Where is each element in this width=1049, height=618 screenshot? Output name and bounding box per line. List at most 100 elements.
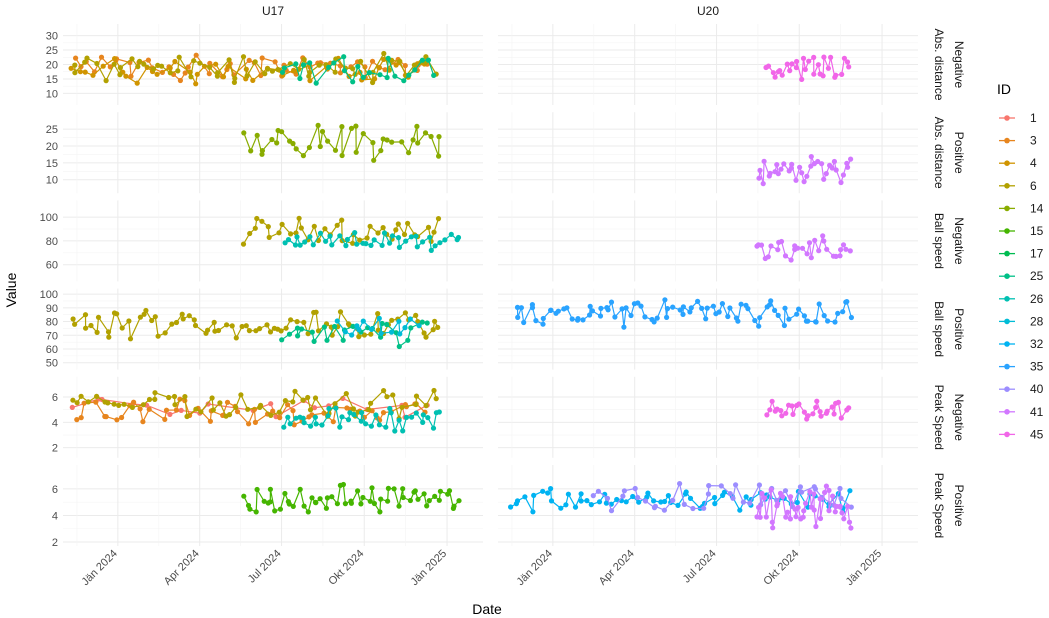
data-point-6 [180,316,186,322]
data-point-14 [248,148,254,154]
data-point-25 [424,320,430,326]
data-point-14 [360,131,366,137]
data-point-26 [376,422,382,428]
data-point-3 [380,410,387,416]
data-point-25 [324,337,330,343]
data-point-41 [837,504,843,510]
data-point-4 [307,78,313,84]
data-point-35 [608,299,615,305]
data-point-15 [369,485,375,491]
data-point-45 [814,398,820,404]
data-point-6 [435,324,441,330]
data-point-15 [329,494,335,500]
strip-label-row: Abs. distance [932,28,946,100]
data-point-26 [352,230,358,236]
data-point-6 [232,75,238,81]
data-point-4 [68,65,74,71]
data-point-6 [288,317,294,323]
legend-key-point [1004,409,1010,415]
data-point-26 [414,244,420,250]
y-tick-label: 30 [46,31,58,43]
strip-label-row: Positive [952,132,966,174]
data-point-45 [846,64,852,70]
data-point-35 [695,298,701,304]
data-point-45 [779,413,785,419]
data-point-4 [250,77,256,83]
data-point-25 [340,337,346,343]
data-point-32 [508,504,514,510]
x-tick-label: Jul 2024 [246,548,284,586]
data-point-41 [838,247,844,253]
data-point-41 [804,173,810,179]
data-point-40 [621,488,628,494]
data-point-25 [286,331,293,337]
data-point-45 [806,58,812,64]
data-point-45 [777,68,783,74]
data-point-25 [309,329,315,335]
data-point-25 [313,80,319,86]
data-point-26 [383,424,389,430]
data-point-3 [74,417,80,423]
data-point-6 [171,393,178,400]
data-point-41 [795,245,801,251]
data-point-3 [73,55,79,61]
data-point-26 [326,406,332,412]
data-point-4 [112,56,118,62]
data-point-26 [379,242,385,248]
data-point-26 [428,247,434,253]
data-point-45 [831,411,837,417]
data-point-41 [788,165,795,171]
legend-label: 14 [1030,201,1044,215]
data-point-25 [331,60,337,66]
legend-item-3: 3 [999,134,1037,148]
legend-item-41: 41 [999,405,1044,419]
legend-label: 17 [1030,247,1044,261]
data-point-14 [353,149,359,155]
data-point-6 [238,392,244,398]
data-point-4 [193,81,199,87]
data-point-45 [805,413,811,419]
data-point-6 [82,59,88,65]
data-point-6 [211,319,217,325]
data-point-6 [423,403,429,409]
data-point-45 [825,65,832,71]
data-point-6 [226,412,233,418]
data-point-41 [815,158,821,165]
data-point-32 [658,499,664,505]
data-point-35 [597,313,604,319]
data-point-6 [152,396,158,402]
data-point-40 [706,483,712,489]
data-point-26 [368,242,374,248]
data-point-35 [623,305,629,311]
data-point-35 [768,298,774,304]
data-point-26 [427,234,433,240]
data-point-6 [300,397,306,403]
data-point-45 [811,54,817,61]
strip-label-row: Peak Speed [932,473,946,538]
data-point-26 [329,242,335,248]
data-point-14 [317,143,323,150]
data-point-6 [155,333,161,339]
data-point-6 [292,388,298,394]
data-point-4 [134,80,140,86]
data-point-6 [413,401,419,408]
data-point-6 [399,404,405,410]
data-point-26 [343,243,349,249]
data-point-41 [829,165,835,171]
data-point-25 [419,319,425,325]
data-point-6 [105,400,111,406]
data-point-3 [185,64,191,70]
data-point-6 [111,401,117,407]
x-tick-label: Jul 2024 [681,548,719,586]
data-point-26 [409,414,415,420]
data-point-3 [177,77,183,84]
data-point-15 [277,506,283,512]
data-point-6 [116,402,122,408]
data-point-6 [229,323,235,329]
data-point-45 [821,54,827,60]
data-point-35 [710,303,717,309]
data-point-41 [845,164,851,170]
data-point-26 [359,410,365,416]
data-point-6 [141,61,147,67]
data-point-3 [163,407,170,413]
